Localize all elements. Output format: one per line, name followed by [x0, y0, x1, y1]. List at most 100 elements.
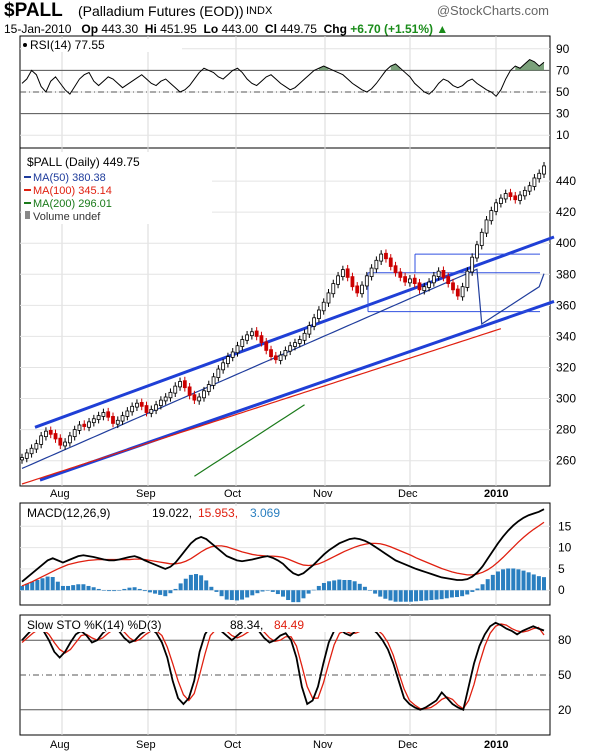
macd-histogram-bar — [163, 590, 168, 597]
candle-body — [307, 325, 312, 335]
candle-body — [206, 384, 211, 392]
candle-body — [111, 416, 115, 424]
change-label: Chg — [323, 22, 347, 36]
price-x-tick-label: Oct — [224, 488, 241, 500]
macd-histogram-bar — [240, 590, 245, 600]
candle-body — [503, 193, 508, 200]
macd-histogram-bar — [337, 579, 342, 591]
candle-body — [542, 165, 546, 175]
macd-histogram-bar — [439, 590, 444, 600]
rsi-overbought-fill — [318, 66, 329, 71]
candle-body — [374, 259, 379, 270]
symbol-description: (Palladium Futures (EOD)) — [78, 3, 244, 19]
macd-histogram-bar — [107, 590, 111, 592]
quote-line: 15-Jan-2010 Op 443.30 Hi 451.95 Lo 443.0… — [4, 22, 448, 36]
rsi-tick-label: 10 — [556, 128, 570, 142]
candle-body — [537, 172, 542, 180]
candle-body — [331, 283, 336, 295]
rsi-legend: RSI(14) 77.55 — [22, 38, 182, 52]
macd-histogram-bar — [40, 578, 45, 591]
candle-body — [226, 356, 230, 365]
candle-body — [388, 257, 393, 267]
open-label: Op — [81, 22, 99, 36]
macd-histogram-bar — [117, 590, 122, 591]
macd-legend: MACD(12,26,9) 19.022, 15.953, 3.069 — [22, 506, 322, 520]
macd-histogram-bar — [86, 585, 91, 591]
candle-body — [393, 265, 398, 274]
macd-tick-label: 5 — [558, 562, 565, 576]
price-tick-label: 340 — [556, 329, 576, 343]
macd-histogram-bar — [352, 581, 357, 591]
close-value: 449.75 — [280, 22, 317, 36]
candle-body — [221, 362, 226, 371]
sto-tick-label: 50 — [558, 668, 572, 682]
candle-body — [101, 412, 106, 417]
price-legend: $PALL (Daily) 449.75 MA(50) 380.38 MA(10… — [22, 152, 212, 224]
macd-histogram-bar — [127, 587, 132, 591]
macd-histogram-bar — [20, 585, 24, 591]
macd-histogram-bar — [204, 580, 209, 591]
price-tick-label: 260 — [556, 454, 576, 468]
macd-histogram-bar — [455, 590, 459, 598]
candle-body — [465, 270, 470, 288]
credit[interactable]: @StockCharts.com — [436, 3, 549, 18]
candle-body — [479, 231, 484, 246]
macd-histogram-bar — [316, 585, 321, 591]
candle-body — [182, 380, 187, 389]
candle-body — [135, 402, 139, 408]
macd-histogram-bar — [142, 590, 147, 592]
candle-body — [312, 317, 317, 327]
price-tick-label: 440 — [556, 174, 576, 188]
macd-histogram-bar — [291, 590, 296, 603]
low-label: Lo — [203, 22, 219, 36]
macd-tick-label: 0 — [558, 583, 565, 597]
price-tick-label: 380 — [556, 267, 576, 281]
ma100-line — [21, 328, 502, 485]
sto-k-value: 88.34, — [230, 618, 263, 632]
macd-histogram-bar — [81, 584, 86, 591]
candle-body — [508, 192, 513, 198]
macd-histogram-bar — [101, 590, 106, 591]
rsi-plot — [20, 59, 550, 115]
macd-histogram-bar — [50, 577, 55, 591]
macd-histogram-bar — [188, 574, 193, 591]
macd-histogram-bar — [485, 579, 490, 591]
candle-body — [211, 376, 216, 386]
candle-body — [379, 253, 384, 262]
macd-histogram-bar — [45, 576, 50, 591]
quote-date: 15-Jan-2010 — [4, 22, 72, 36]
candle-body — [441, 269, 446, 278]
symbol: $PALL — [4, 0, 63, 21]
candle-body — [48, 430, 53, 435]
candle-body — [72, 429, 77, 438]
macd-histogram-bar — [419, 590, 424, 601]
macd-histogram-bar — [531, 574, 536, 591]
macd-histogram-bar — [250, 590, 255, 596]
candle-body — [202, 390, 206, 399]
low-value: 443.00 — [221, 22, 259, 36]
candle-body — [254, 330, 259, 337]
legend-bullet-icon — [23, 43, 27, 47]
ma200-label: MA(200) 296.01 — [33, 198, 112, 210]
macd-histogram-bar — [214, 590, 219, 592]
candle-body — [178, 381, 182, 388]
macd-histogram-bar — [153, 590, 158, 594]
high-label: Hi — [144, 22, 157, 36]
macd-histogram-bar — [25, 583, 30, 591]
macd-histogram-bar — [30, 581, 35, 591]
exchange: INDX — [246, 5, 273, 17]
sto-legend: Slow STO %K(14) %D(3) 88.34, 84.49 — [22, 618, 402, 632]
candle-body — [139, 402, 144, 407]
candle-body — [29, 447, 34, 455]
candle-body — [403, 276, 408, 283]
macd-histogram-bar — [460, 590, 465, 597]
macd-histogram-bar — [424, 590, 429, 601]
candle-body — [34, 443, 39, 450]
macd-histogram-bar — [132, 587, 137, 591]
macd-histogram-bar — [168, 590, 173, 594]
candle-body — [130, 405, 135, 413]
candle-body — [163, 396, 168, 402]
macd-histogram-bar — [183, 578, 188, 591]
sto-x-tick-label: Aug — [50, 739, 70, 751]
